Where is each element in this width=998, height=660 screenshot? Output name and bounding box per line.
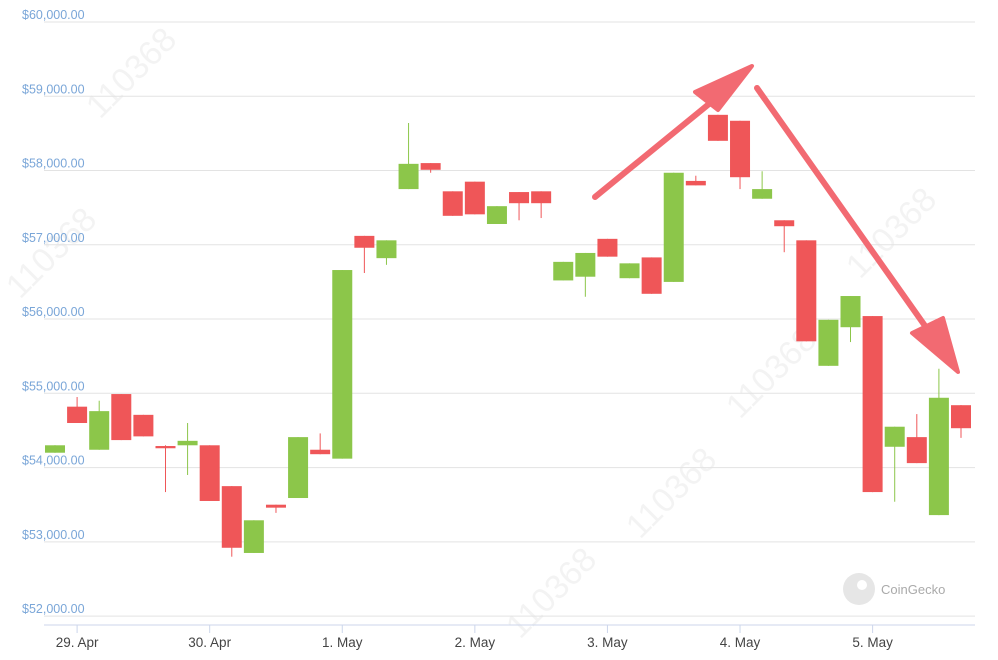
annotation-arrows [592, 64, 960, 374]
watermark: 110368 [839, 180, 944, 285]
candle-body [730, 120, 751, 178]
arrow-head [693, 64, 754, 112]
candle-body [928, 397, 949, 516]
candle-body [199, 445, 220, 501]
plot: $52,000.00 $53,000.00 $54,000.00 $55,000.00… [22, 8, 975, 650]
x-tick-label: 1. May [322, 635, 363, 650]
coingecko-logo: CoinGecko [843, 573, 945, 605]
candle-body [288, 437, 309, 499]
candle-body [243, 520, 264, 553]
candle-body [45, 445, 65, 453]
arrow-up [592, 92, 723, 200]
candle-body [155, 446, 176, 449]
candle-body [707, 114, 728, 141]
x-tick-label: 4. May [720, 635, 761, 650]
y-tick-label: $60,000.00 [22, 8, 85, 22]
logo-text: CoinGecko [881, 582, 945, 597]
y-tick-label: $55,000.00 [22, 379, 85, 393]
y-tick-label: $53,000.00 [22, 528, 85, 542]
watermark: 110368 [0, 200, 104, 305]
x-tick-label: 30. Apr [188, 635, 231, 650]
watermark: 110368 [79, 20, 184, 125]
candle-body [818, 319, 839, 366]
candle-body [133, 414, 154, 437]
candle-body [398, 163, 419, 190]
candle-body [354, 235, 375, 248]
x-tick-label: 2. May [455, 635, 496, 650]
candle-body [906, 437, 927, 464]
candle-body [265, 504, 286, 508]
candle-body [89, 411, 110, 450]
y-tick-label: $59,000.00 [22, 82, 85, 96]
candle-body [597, 238, 618, 257]
candle-body [376, 240, 397, 259]
logo-eye [857, 580, 867, 590]
candle-body [575, 252, 596, 277]
candle-body [862, 316, 883, 493]
candle-body [332, 270, 353, 459]
candle-body [619, 263, 640, 279]
candle-body [774, 220, 795, 227]
candle-body [67, 406, 88, 424]
candle-body [177, 440, 198, 446]
candle-body [663, 172, 684, 282]
candle-body [641, 257, 662, 294]
watermark: 110368 [499, 540, 604, 645]
candle-body [796, 240, 817, 342]
candle-body [464, 181, 485, 215]
candle-body [951, 405, 971, 429]
y-tick-label: $54,000.00 [22, 454, 85, 468]
candle-body [486, 206, 507, 224]
candle-body [111, 394, 132, 441]
x-tick-label: 5. May [852, 635, 893, 650]
candle-body [509, 192, 530, 204]
arrow-head [910, 316, 960, 374]
y-tick-label: $57,000.00 [22, 231, 85, 245]
watermark: 110368 [619, 440, 724, 545]
candle-body [310, 449, 331, 455]
y-tick-label: $58,000.00 [22, 157, 85, 171]
candle-body [553, 261, 574, 281]
candle-body [531, 191, 552, 204]
candle-body [752, 189, 773, 199]
y-tick-label: $56,000.00 [22, 305, 85, 319]
arrow-down [754, 85, 938, 343]
y-tick-label: $52,000.00 [22, 602, 85, 616]
candle-body [221, 486, 242, 548]
candle-body [840, 296, 861, 328]
candle-body [884, 426, 905, 447]
x-tick-label: 29. Apr [56, 635, 99, 650]
candle-body [442, 191, 463, 216]
candle-body [420, 163, 441, 170]
x-tick-label: 3. May [587, 635, 628, 650]
candle-body [685, 180, 706, 186]
